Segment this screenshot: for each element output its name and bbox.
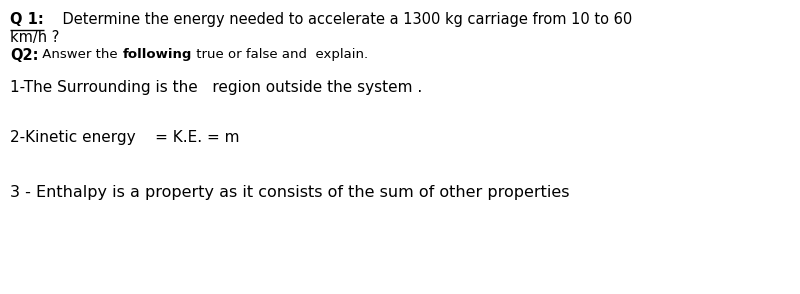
- Text: 2-Kinetic energy    = K.E. = m: 2-Kinetic energy = K.E. = m: [10, 130, 239, 145]
- Text: Answer the: Answer the: [38, 48, 122, 61]
- Text: 1-The Surrounding is the   region outside the system .: 1-The Surrounding is the region outside …: [10, 80, 422, 95]
- Text: true or false and  explain.: true or false and explain.: [192, 48, 368, 61]
- Text: 3 - Enthalpy is a property as it consists of the sum of other properties: 3 - Enthalpy is a property as it consist…: [10, 185, 570, 200]
- Text: following: following: [122, 48, 192, 61]
- Text: Q2:: Q2:: [10, 48, 38, 63]
- Text: Q 1:: Q 1:: [10, 12, 44, 27]
- Text: Determine the energy needed to accelerate a 1300 kg carriage from 10 to 60: Determine the energy needed to accelerat…: [44, 12, 632, 27]
- Text: km/h ?: km/h ?: [10, 30, 59, 45]
